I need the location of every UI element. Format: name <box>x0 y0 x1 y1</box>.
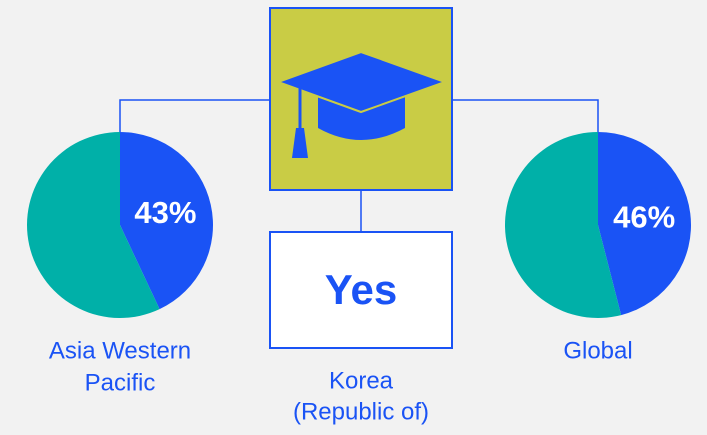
pie-slice <box>598 132 692 316</box>
pie-label: Pacific <box>85 369 156 396</box>
slice-label: 43% <box>134 195 196 230</box>
pie-label: Asia Western <box>49 337 191 364</box>
answer: Yes <box>325 266 397 313</box>
country-label: (Republic of) <box>293 398 429 425</box>
connectors <box>119 99 599 232</box>
pie-slice <box>27 132 160 318</box>
country-label: Korea <box>329 367 394 394</box>
pie-label: Global <box>563 337 632 364</box>
slice-label: 46% <box>613 199 675 234</box>
pie-slice <box>505 132 622 319</box>
pie-slice <box>120 132 214 310</box>
answer-box <box>269 231 453 349</box>
graduation-cap-icon <box>275 50 448 158</box>
